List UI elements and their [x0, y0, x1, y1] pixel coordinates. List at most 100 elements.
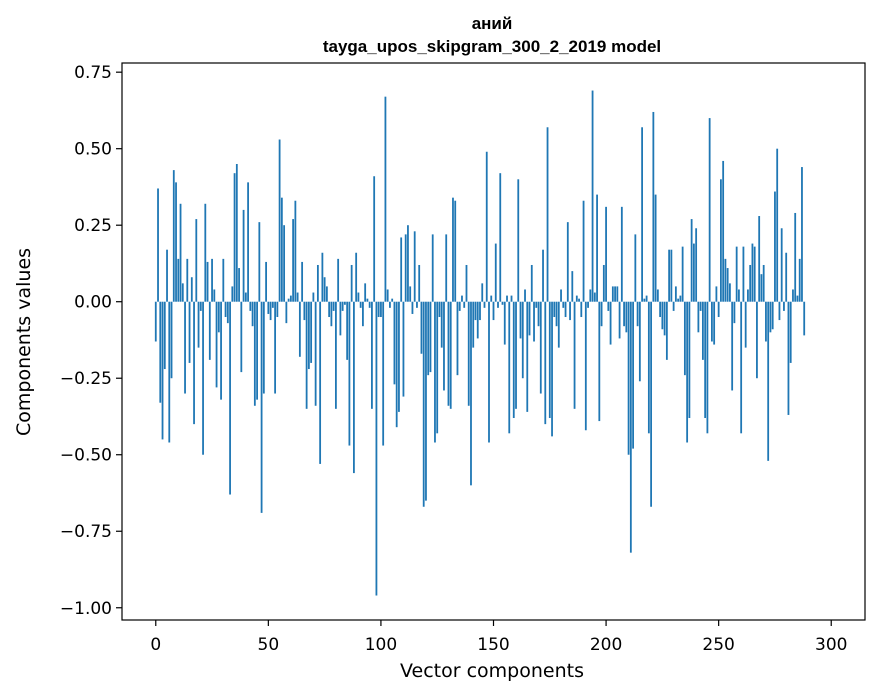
bar	[409, 286, 412, 302]
bar	[740, 301, 743, 434]
bar	[591, 90, 594, 302]
x-tick-label: 200	[590, 635, 622, 655]
y-tick-label: −0.25	[60, 369, 112, 389]
bar	[391, 298, 394, 302]
bar	[269, 301, 272, 321]
bar	[443, 301, 445, 391]
x-tick-label: 300	[815, 635, 847, 655]
bar	[355, 252, 358, 302]
bar	[672, 301, 675, 311]
bar	[447, 301, 450, 406]
bar	[400, 237, 403, 302]
bar	[188, 301, 191, 363]
bar	[778, 301, 781, 321]
bar	[220, 301, 222, 400]
bar	[373, 176, 376, 302]
bar	[598, 301, 601, 422]
bar	[803, 301, 806, 336]
y-tick-label: 0.00	[74, 293, 112, 313]
bar	[483, 301, 486, 308]
bar	[641, 127, 644, 302]
x-axis-label: Vector components	[400, 660, 584, 682]
bar	[512, 301, 515, 419]
bar	[708, 118, 711, 302]
bar	[699, 301, 702, 311]
bar	[395, 301, 398, 428]
bar	[625, 301, 628, 333]
bar	[632, 301, 634, 449]
bar	[434, 301, 436, 443]
bar	[341, 301, 344, 311]
bar	[348, 301, 351, 446]
bar	[616, 286, 619, 302]
bar	[713, 301, 716, 345]
y-tick-label: −1.00	[60, 599, 112, 619]
bar	[346, 301, 349, 360]
bar	[470, 301, 472, 486]
bar	[294, 200, 297, 302]
bar	[298, 301, 301, 357]
bar	[325, 286, 328, 302]
bar	[704, 301, 707, 419]
bar	[537, 301, 540, 327]
bar	[765, 301, 767, 342]
bar	[528, 301, 531, 336]
bar	[587, 301, 589, 308]
bar	[449, 301, 452, 409]
bar	[357, 292, 360, 302]
bar	[262, 301, 265, 394]
bar	[305, 301, 308, 409]
bar	[758, 216, 761, 302]
bar	[650, 301, 653, 507]
bar	[794, 212, 797, 302]
bar	[314, 301, 317, 406]
bar	[154, 301, 157, 342]
bar	[398, 301, 400, 412]
bar	[389, 301, 391, 308]
bar	[337, 258, 340, 302]
x-tick-label: 100	[365, 635, 397, 655]
bar	[249, 301, 252, 311]
y-tick-label: 0.50	[74, 140, 112, 160]
bar	[697, 301, 700, 333]
bar	[429, 301, 432, 373]
bar	[339, 301, 342, 336]
bar	[359, 301, 362, 308]
bar	[366, 298, 369, 302]
bar	[627, 301, 630, 455]
bar	[368, 301, 371, 308]
bar	[386, 289, 389, 302]
bar	[783, 301, 785, 311]
bar	[222, 258, 225, 302]
bar	[240, 301, 243, 373]
bar	[384, 96, 387, 302]
bar	[564, 301, 567, 318]
bar	[224, 301, 227, 318]
chart-title-line-2: tayga_upos_skipgram_300_2_2019 model	[323, 37, 661, 56]
bar	[548, 301, 551, 419]
bar	[542, 249, 544, 302]
bar	[260, 301, 263, 513]
bar	[416, 301, 418, 308]
bar	[774, 191, 776, 302]
bar	[492, 301, 495, 321]
bar	[485, 151, 488, 302]
bar	[463, 301, 466, 308]
bar	[506, 295, 508, 302]
bar	[688, 301, 691, 419]
bar	[283, 225, 286, 302]
bar	[679, 295, 682, 302]
bar	[334, 301, 337, 409]
bar	[526, 301, 529, 412]
bar	[161, 301, 164, 440]
bar	[353, 301, 355, 474]
bar	[517, 179, 520, 302]
bar	[190, 277, 193, 302]
bar	[683, 301, 686, 376]
y-axis-ticks: 0.75 0.50 0.25 0.00 −0.25 −0.50 −0.75 −1.00	[60, 63, 122, 619]
bar	[735, 246, 738, 302]
bar	[551, 301, 553, 437]
bar	[690, 219, 693, 302]
